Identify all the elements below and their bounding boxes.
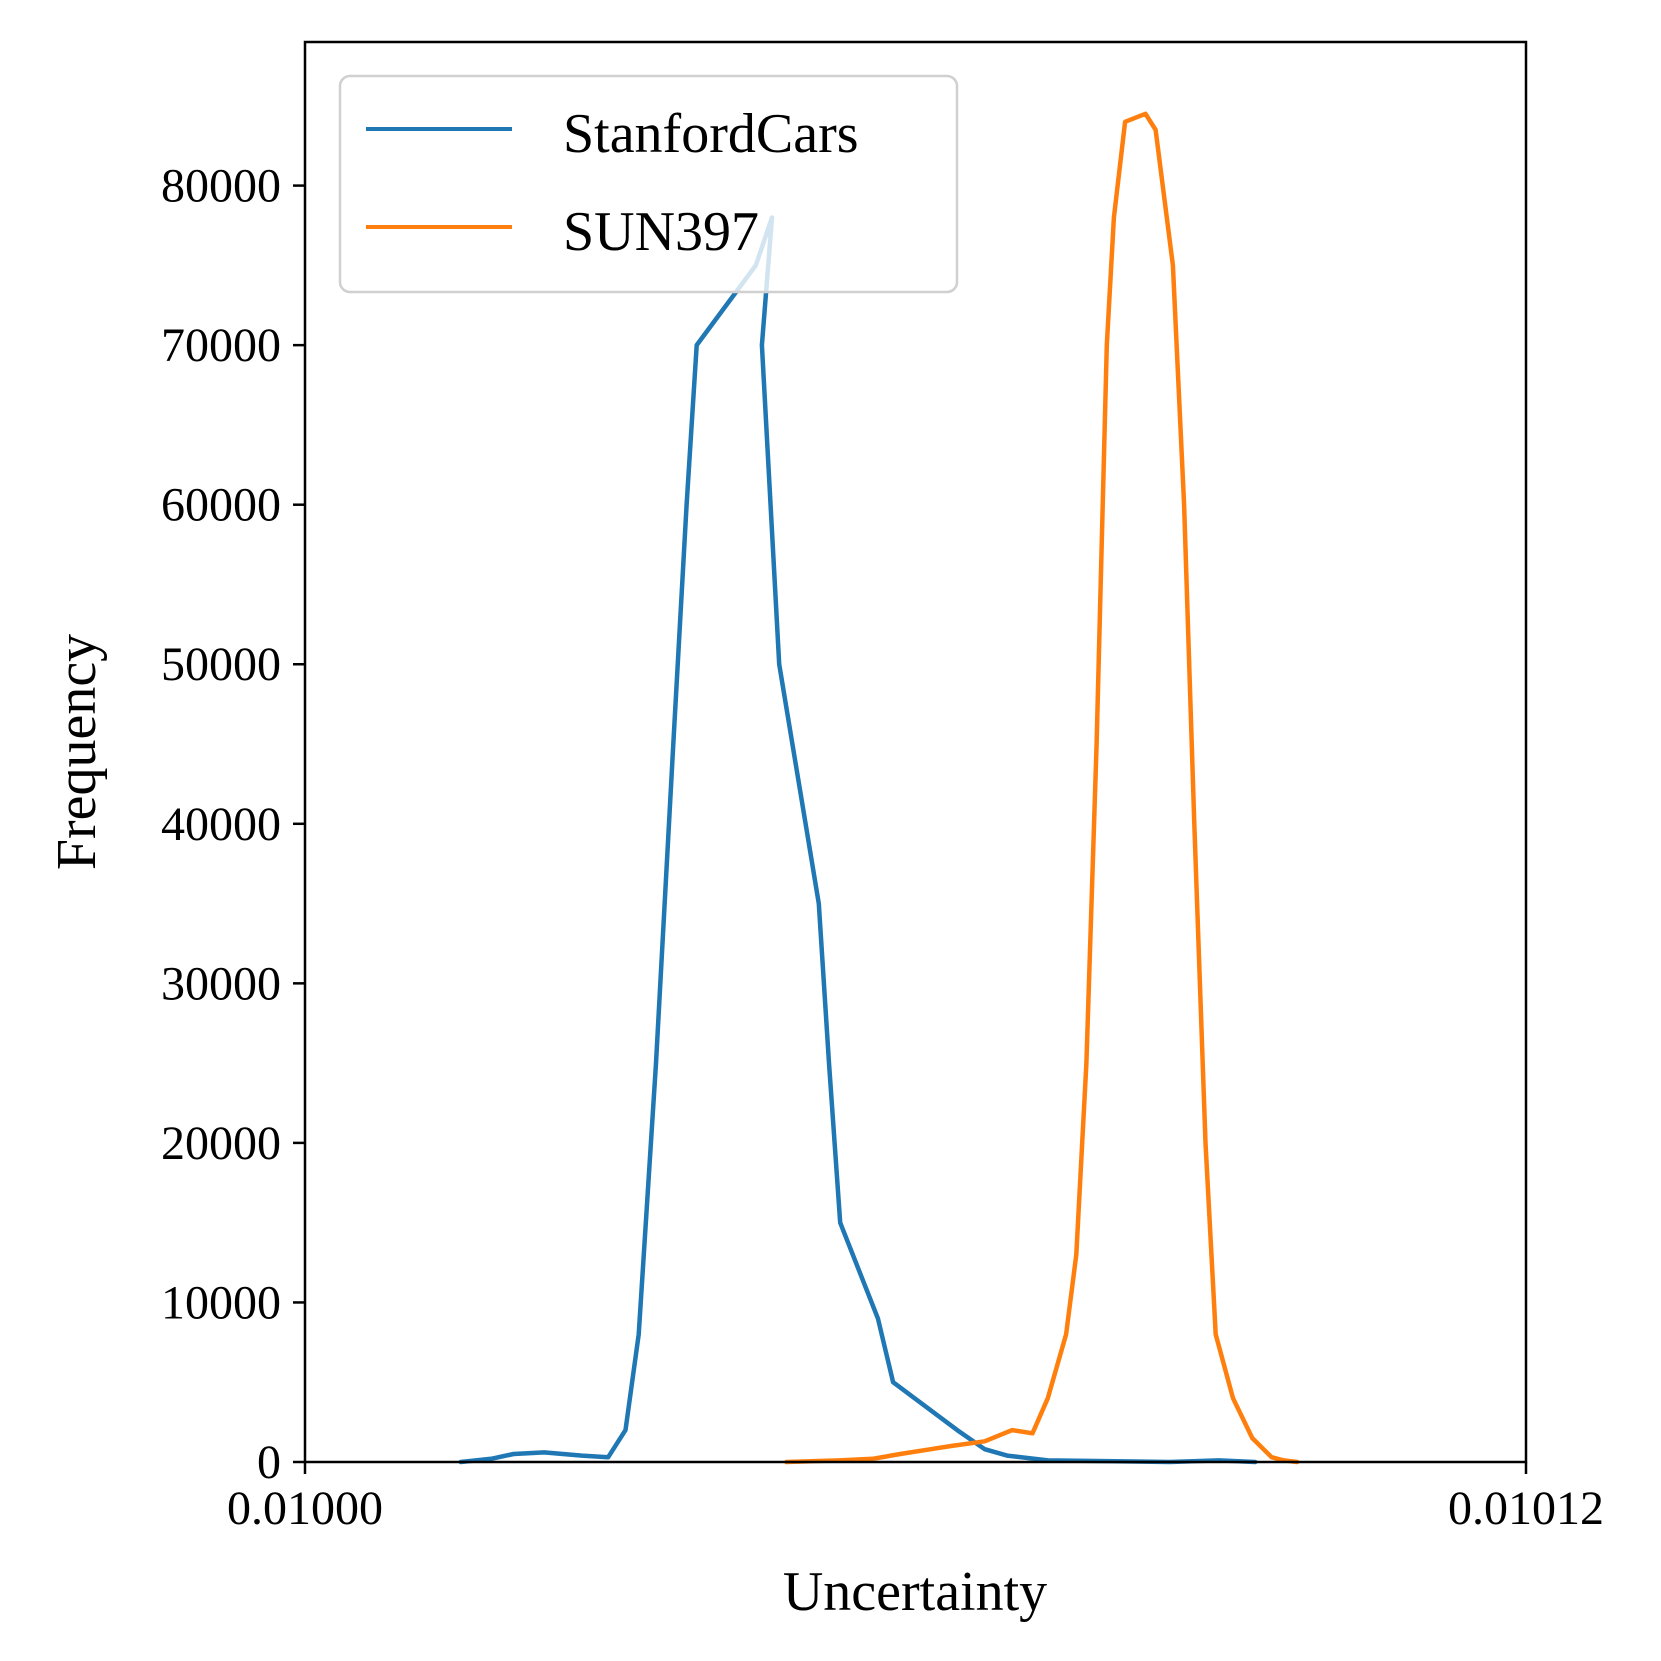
- x-axis: 0.01000 0.01012: [227, 1462, 1604, 1535]
- y-tick-label: 0: [257, 1436, 281, 1489]
- y-tick-label: 70000: [161, 319, 281, 372]
- y-tick-label: 10000: [161, 1276, 281, 1329]
- y-tick-label: 50000: [161, 638, 281, 691]
- y-tick-label: 60000: [161, 479, 281, 532]
- series-line-sun397: [784, 111, 1300, 1465]
- y-tick-label: 30000: [161, 957, 281, 1010]
- legend-label-stanfordcars: StanfordCars: [563, 103, 859, 165]
- series-layer: [458, 111, 1300, 1465]
- y-tick-label: 80000: [161, 160, 281, 213]
- y-axis: 0 10000 20000 30000 40000 50000 60000 70000 8000…: [161, 160, 305, 1489]
- y-axis-label: Frequency: [46, 634, 108, 870]
- x-axis-label: Uncertainty: [783, 1561, 1047, 1623]
- x-tick-label: 0.01012: [1448, 1482, 1604, 1535]
- legend: StanfordCars SUN397: [338, 74, 959, 294]
- legend-label-sun397: SUN397: [563, 201, 759, 263]
- y-tick-label: 40000: [161, 798, 281, 851]
- plot-area-frame: [303, 40, 1528, 1464]
- y-tick-label: 20000: [161, 1117, 281, 1170]
- x-tick-label: 0.01000: [227, 1482, 383, 1535]
- series-line-stanfordcars: [458, 215, 1258, 1465]
